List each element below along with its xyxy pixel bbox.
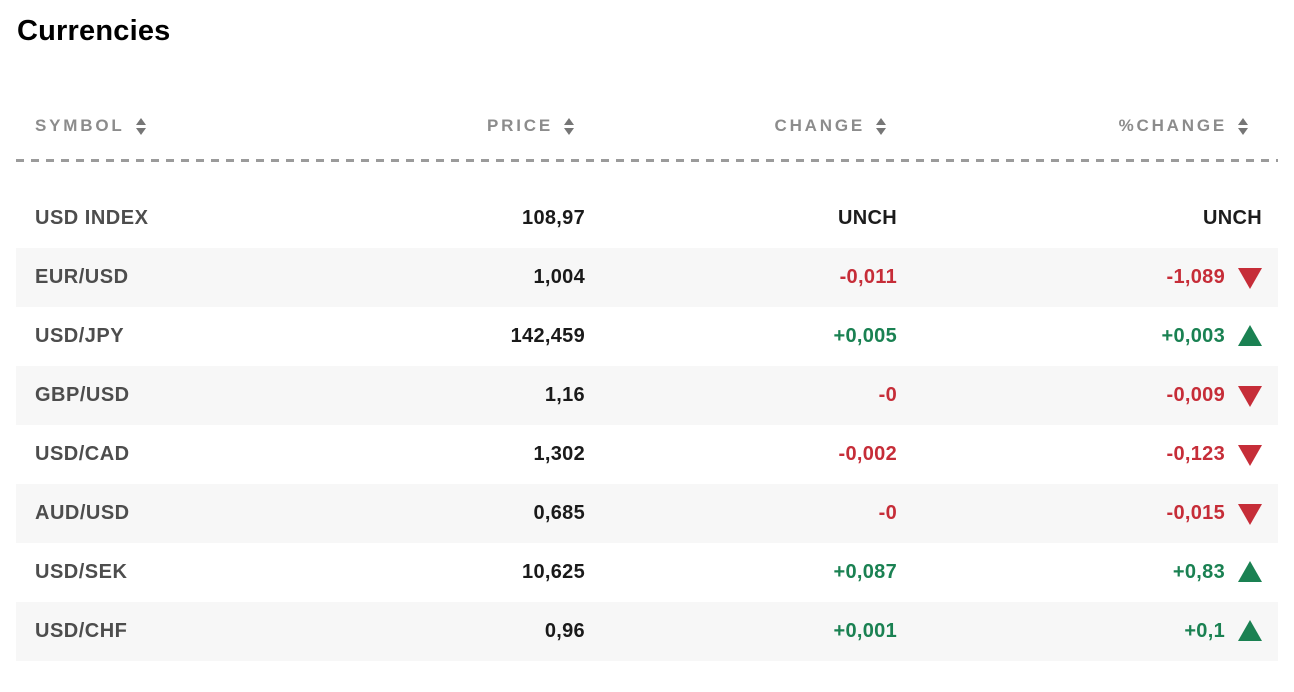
column-header-label: SYMBOL	[35, 116, 125, 135]
symbol-cell[interactable]: AUD/USD	[35, 502, 130, 524]
column-header-label: CHANGE	[774, 116, 865, 135]
pct-change-cell: -0,009	[912, 384, 1278, 407]
price-cell: 1,16	[544, 384, 585, 406]
triangle-down-icon	[1238, 504, 1262, 525]
table-row: USD/CHF 0,96 +0,001 +0,1	[16, 602, 1278, 661]
column-header-price[interactable]: PRICE	[300, 116, 600, 136]
table-row: USD/SEK 10,625 +0,087 +0,83	[16, 543, 1278, 602]
change-cell: -0,011	[839, 266, 897, 288]
table-header-row: SYMBOL PRICE CHANGE %CHANGE	[16, 114, 1278, 138]
table-row: USD INDEX 108,97 UNCH UNCH	[16, 189, 1278, 248]
pct-change-cell: -0,015	[912, 502, 1278, 525]
triangle-down-icon	[1238, 386, 1262, 407]
symbol-cell[interactable]: USD/SEK	[35, 561, 128, 583]
sort-up-arrow-icon	[1238, 117, 1248, 125]
column-header-label: PRICE	[487, 116, 553, 135]
pct-change-cell: UNCH	[912, 207, 1278, 230]
price-cell: 10,625	[522, 561, 585, 583]
pct-change-value: -1,089	[1166, 266, 1225, 288]
pct-change-cell: +0,1	[912, 620, 1278, 643]
sort-down-arrow-icon	[135, 127, 146, 135]
sort-icon[interactable]	[1238, 117, 1248, 135]
pct-change-value: UNCH	[1203, 207, 1262, 229]
sort-up-arrow-icon	[135, 117, 146, 125]
price-cell: 0,685	[533, 502, 585, 524]
pct-change-value: +0,83	[1172, 561, 1225, 583]
table-body: USD INDEX 108,97 UNCH UNCH EUR/USD 1,004 -0,01…	[16, 189, 1278, 661]
currencies-table: SYMBOL PRICE CHANGE %CHANGE USD INDEX 108…	[16, 114, 1278, 661]
pct-change-value: +0,003	[1161, 325, 1225, 347]
triangle-up-icon	[1238, 620, 1262, 641]
table-row: AUD/USD 0,685 -0 -0,015	[16, 484, 1278, 543]
column-header-change[interactable]: CHANGE	[600, 116, 912, 136]
change-cell: +0,087	[833, 561, 897, 583]
table-row: USD/CAD 1,302 -0,002 -0,123	[16, 425, 1278, 484]
change-cell: -0	[878, 384, 897, 406]
pct-change-value: -0,009	[1166, 384, 1225, 406]
triangle-up-icon	[1238, 325, 1262, 346]
triangle-down-icon	[1238, 268, 1262, 289]
sort-icon[interactable]	[876, 117, 886, 135]
table-row: EUR/USD 1,004 -0,011 -1,089	[16, 248, 1278, 307]
sort-down-arrow-icon	[1238, 127, 1248, 135]
price-cell: 1,302	[533, 443, 585, 465]
pct-change-cell: -1,089	[912, 266, 1278, 289]
pct-change-value: -0,015	[1166, 502, 1225, 524]
price-cell: 108,97	[522, 207, 585, 229]
dashed-divider	[16, 159, 1278, 162]
pct-change-cell: +0,003	[912, 325, 1278, 348]
sort-down-arrow-icon	[564, 127, 574, 135]
sort-up-arrow-icon	[564, 117, 574, 125]
change-cell: +0,001	[833, 620, 897, 642]
price-cell: 0,96	[544, 620, 585, 642]
pct-change-cell: -0,123	[912, 443, 1278, 466]
sort-down-arrow-icon	[876, 127, 886, 135]
pct-change-value: +0,1	[1184, 620, 1225, 642]
change-cell: -0	[878, 502, 897, 524]
pct-change-value: -0,123	[1166, 443, 1225, 465]
sort-icon[interactable]	[564, 117, 574, 135]
triangle-down-icon	[1238, 445, 1262, 466]
symbol-cell[interactable]: EUR/USD	[35, 266, 129, 288]
triangle-up-icon	[1238, 561, 1262, 582]
table-row: GBP/USD 1,16 -0 -0,009	[16, 366, 1278, 425]
table-row: USD/JPY 142,459 +0,005 +0,003	[16, 307, 1278, 366]
sort-icon[interactable]	[135, 117, 146, 135]
symbol-cell[interactable]: USD/CHF	[35, 620, 128, 642]
change-cell: +0,005	[833, 325, 897, 347]
column-header-symbol[interactable]: SYMBOL	[16, 116, 300, 136]
pct-change-cell: +0,83	[912, 561, 1278, 584]
symbol-cell[interactable]: GBP/USD	[35, 384, 130, 406]
price-cell: 142,459	[510, 325, 585, 347]
column-header-pct-change[interactable]: %CHANGE	[912, 116, 1278, 136]
symbol-cell[interactable]: USD/CAD	[35, 443, 130, 465]
column-header-label: %CHANGE	[1118, 116, 1227, 135]
symbol-cell[interactable]: USD INDEX	[35, 207, 149, 229]
price-cell: 1,004	[533, 266, 585, 288]
change-cell: UNCH	[838, 207, 897, 229]
symbol-cell[interactable]: USD/JPY	[35, 325, 125, 347]
change-cell: -0,002	[838, 443, 897, 465]
page-title: Currencies	[17, 15, 171, 47]
sort-up-arrow-icon	[876, 117, 886, 125]
